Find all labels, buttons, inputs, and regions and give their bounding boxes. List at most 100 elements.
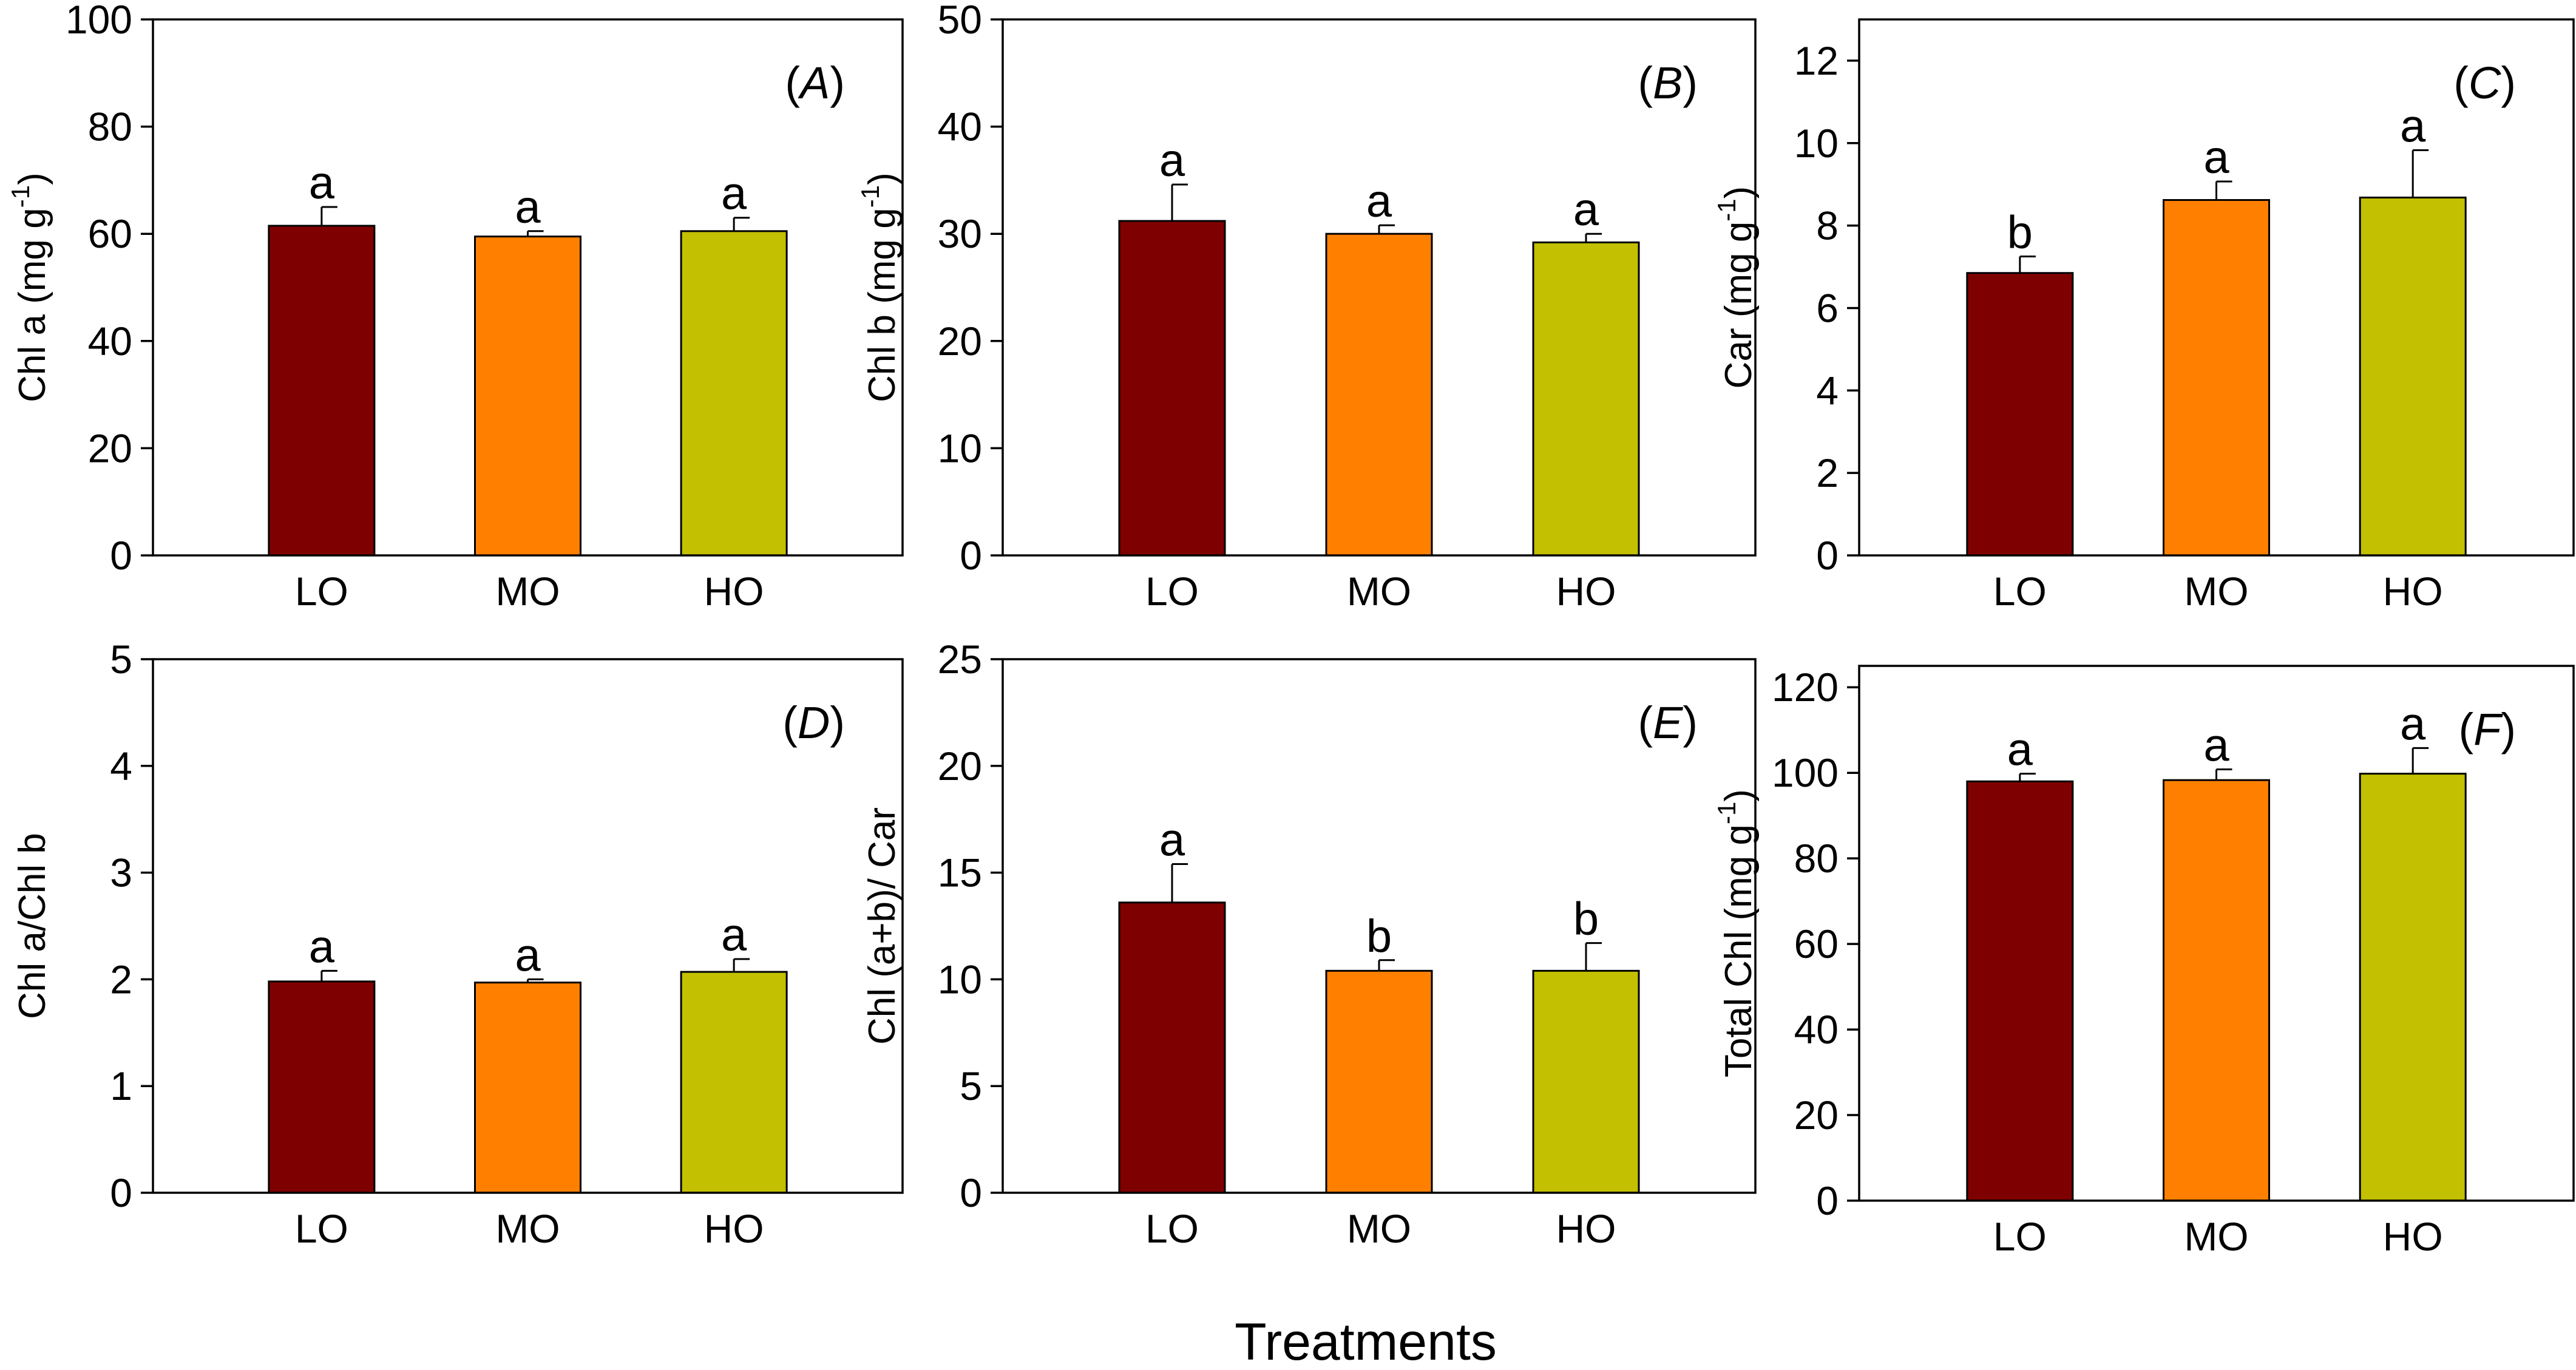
panel-c: b LO a MO a HO 0 2 4 6 8 10 12 (C) Car (mg g-1) — [1712, 18, 2575, 614]
y-tick-label: 6 — [1816, 285, 1839, 330]
bar-lo — [1118, 220, 1226, 557]
bar-ho — [1532, 241, 1640, 557]
y-tick-label: 60 — [1794, 921, 1839, 966]
y-tick-label: 80 — [1794, 836, 1839, 881]
significance-letter: a — [1573, 184, 1599, 236]
bar-mo — [1325, 969, 1433, 1194]
panel-label: (C) — [2453, 58, 2516, 108]
significance-letter: a — [1366, 175, 1392, 227]
category-label: LO — [1145, 569, 1199, 614]
category-label: HO — [1556, 1206, 1616, 1251]
x-axis-title: Treatments — [1235, 1313, 1497, 1370]
panel-d: a LO a MO a HO 0 1 2 3 4 5 (D) Chl a/Chl b — [12, 637, 904, 1251]
category-label: MO — [495, 569, 560, 614]
category-label: HO — [704, 569, 764, 614]
bar-ho — [680, 971, 788, 1194]
panel-label: (A) — [785, 58, 845, 108]
panel-label: (F) — [2458, 704, 2516, 755]
significance-letter: a — [721, 909, 747, 961]
significance-letter: a — [515, 929, 541, 981]
category-label: HO — [1556, 569, 1616, 614]
significance-letter: b — [1573, 894, 1599, 945]
y-tick-label: 40 — [88, 319, 132, 364]
y-tick-label: 100 — [1772, 750, 1839, 795]
y-tick-label: 0 — [960, 533, 982, 578]
y-tick-label: 50 — [938, 0, 982, 42]
bar-ho — [680, 230, 788, 557]
y-tick-label: 15 — [938, 850, 982, 895]
y-tick-label: 80 — [88, 104, 132, 149]
plot-frame — [1002, 18, 1757, 557]
y-axis-label: Car (mg g-1) — [1712, 186, 1760, 389]
bar-mo — [2163, 779, 2270, 1202]
bar-mo — [2163, 199, 2270, 557]
panel-e: a LO b MO b HO 0 5 10 15 20 25 (E) Chl (a+b)/ Car — [861, 637, 1757, 1251]
category-label: HO — [704, 1206, 764, 1251]
category-label: MO — [1347, 569, 1411, 614]
plot-frame — [1858, 18, 2575, 557]
y-tick-label: 5 — [960, 1063, 982, 1108]
y-tick-label: 4 — [1816, 368, 1839, 413]
panel-f: a LO a MO a HO 0 20 40 60 80 100 120 (F) Total Chl (mg… — [1712, 665, 2575, 1259]
category-label: HO — [2383, 1214, 2443, 1259]
significance-letter: a — [2400, 698, 2426, 750]
y-tick-label: 120 — [1772, 665, 1839, 710]
significance-letter: a — [1159, 135, 1185, 186]
significance-letter: a — [309, 157, 335, 209]
y-tick-label: 12 — [1794, 38, 1839, 83]
y-tick-label: 8 — [1816, 203, 1839, 248]
bar-ho — [1532, 969, 1640, 1194]
plot-frame — [152, 18, 904, 557]
y-axis-label: Total Chl (mg g-1) — [1712, 789, 1760, 1077]
y-tick-label: 25 — [938, 637, 982, 682]
significance-letter: a — [2203, 720, 2229, 771]
significance-letter: a — [515, 181, 541, 233]
plot-frame — [1858, 665, 2575, 1202]
category-label: MO — [495, 1206, 560, 1251]
bar-ho — [2359, 773, 2467, 1202]
bar-lo — [1966, 780, 2074, 1202]
bar-mo — [474, 236, 581, 557]
y-tick-label: 0 — [1816, 1178, 1839, 1223]
y-tick-label: 40 — [938, 104, 982, 149]
y-axis-label: Chl b (mg g-1) — [856, 172, 903, 402]
category-label: MO — [2184, 569, 2248, 614]
panel-label: (B) — [1638, 58, 1698, 108]
category-label: LO — [1145, 1206, 1199, 1251]
y-axis-label: Chl a/Chl b — [12, 833, 53, 1019]
y-tick-label: 1 — [110, 1063, 132, 1108]
plot-frame — [1002, 658, 1757, 1194]
bar-lo — [1118, 901, 1226, 1194]
bar-ho — [2359, 196, 2467, 557]
panel-label: (D) — [782, 697, 845, 748]
y-tick-label: 60 — [88, 211, 132, 256]
y-tick-label: 2 — [110, 957, 132, 1002]
bar-mo — [474, 982, 581, 1194]
y-tick-label: 100 — [66, 0, 132, 42]
bar-lo — [1966, 272, 2074, 557]
panel-b: a LO a MO a HO 0 10 20 30 40 50 (B) Chl b (mg g-1) — [856, 0, 1757, 614]
significance-letter: a — [2203, 132, 2229, 183]
bar-lo — [268, 980, 376, 1194]
significance-letter: b — [1366, 911, 1392, 962]
y-tick-label: 40 — [1794, 1007, 1839, 1052]
plot-frame — [152, 658, 904, 1194]
category-label: HO — [2383, 569, 2443, 614]
category-label: LO — [295, 569, 348, 614]
y-tick-label: 0 — [960, 1170, 982, 1215]
panel-a: a LO a MO a HO 0 20 40 60 80 100 (A) Chl a (mg g-1) — [6, 0, 904, 614]
panel-label: (E) — [1638, 697, 1698, 748]
bar-lo — [268, 225, 376, 557]
significance-letter: a — [721, 168, 747, 220]
y-tick-label: 20 — [938, 744, 982, 788]
y-tick-label: 3 — [110, 850, 132, 895]
y-axis-label: Chl (a+b)/ Car — [861, 807, 903, 1045]
y-tick-label: 0 — [1816, 533, 1839, 578]
y-tick-label: 20 — [1794, 1093, 1839, 1138]
significance-letter: a — [309, 921, 335, 972]
significance-letter: a — [2007, 724, 2033, 776]
y-tick-label: 2 — [1816, 450, 1839, 495]
category-label: LO — [1993, 1214, 2047, 1259]
significance-letter: a — [1159, 815, 1185, 866]
y-tick-label: 20 — [88, 426, 132, 470]
